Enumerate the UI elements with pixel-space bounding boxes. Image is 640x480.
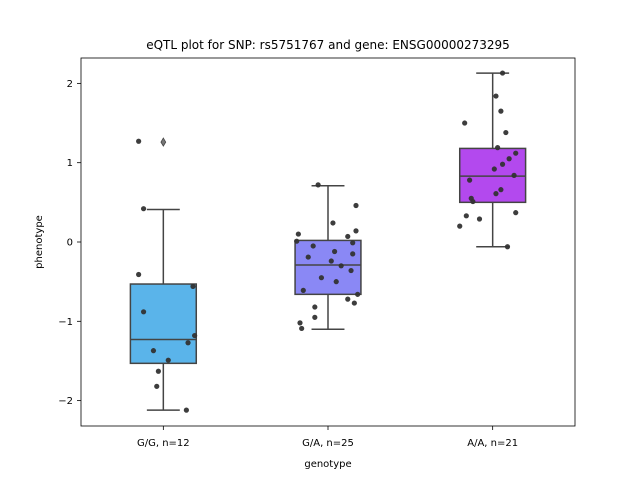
- data-point: [499, 70, 506, 76]
- data-point: [305, 254, 311, 260]
- y-tick-label: 1: [67, 158, 73, 169]
- data-point: [470, 198, 476, 205]
- data-point: [299, 325, 305, 332]
- y-tick-label: −1: [58, 317, 73, 328]
- data-point: [312, 304, 318, 310]
- data-point: [333, 279, 339, 285]
- data-point: [330, 220, 336, 226]
- data-point: [192, 332, 198, 339]
- chart-title: eQTL plot for SNP: rs5751767 and gene: E…: [146, 38, 510, 52]
- y-axis: −2 −1 0 1 2: [58, 79, 81, 407]
- x-axis: G/G, n=12 G/A, n=25 A/A, n=21: [137, 426, 518, 449]
- box-group: [129, 137, 198, 413]
- data-point: [462, 120, 468, 126]
- data-point: [506, 156, 512, 162]
- data-point: [503, 129, 509, 136]
- plot-area: [129, 70, 527, 413]
- data-point: [183, 407, 189, 413]
- box: [294, 239, 362, 296]
- data-point: [355, 291, 361, 297]
- data-point: [457, 223, 463, 229]
- data-point: [300, 287, 306, 293]
- data-point: [513, 210, 519, 216]
- data-point: [154, 383, 160, 389]
- data-point: [353, 228, 359, 234]
- y-tick-label: 0: [67, 238, 73, 249]
- data-point: [331, 248, 338, 255]
- data-point: [345, 233, 351, 240]
- data-point: [493, 93, 499, 99]
- data-point: [294, 238, 300, 244]
- data-point: [463, 213, 469, 219]
- x-axis-label: genotype: [304, 459, 351, 470]
- data-point: [140, 309, 147, 315]
- data-point: [315, 182, 321, 188]
- data-point: [136, 271, 142, 278]
- data-point: [165, 357, 171, 363]
- data-point: [476, 216, 483, 222]
- y-tick-label: −2: [58, 396, 73, 407]
- data-point: [295, 231, 301, 237]
- y-axis-label: phenotype: [34, 215, 45, 269]
- x-tick-label: A/A, n=21: [467, 438, 518, 449]
- data-point: [318, 275, 325, 281]
- data-point: [493, 191, 499, 197]
- data-point: [511, 172, 517, 178]
- data-point: [155, 368, 161, 374]
- data-point: [312, 314, 318, 320]
- data-point: [348, 267, 354, 274]
- box-group: [294, 182, 362, 332]
- data-point: [491, 166, 497, 172]
- data-point: [467, 177, 473, 183]
- data-point: [310, 243, 316, 249]
- outlier-marker: [160, 137, 167, 147]
- data-point: [498, 108, 504, 114]
- data-point: [297, 320, 303, 326]
- y-tick-label: 2: [67, 79, 73, 90]
- data-point: [495, 145, 501, 151]
- x-tick-label: G/A, n=25: [302, 438, 354, 449]
- data-point: [190, 283, 196, 290]
- data-point: [504, 244, 511, 250]
- data-point: [353, 202, 359, 209]
- data-point: [328, 258, 334, 264]
- x-tick-label: G/G, n=12: [137, 438, 190, 449]
- data-point: [498, 187, 504, 193]
- data-point: [185, 340, 191, 346]
- data-point: [345, 296, 351, 302]
- data-point: [150, 348, 157, 354]
- data-point: [350, 240, 356, 246]
- box-group: [457, 70, 527, 250]
- data-point: [338, 263, 344, 269]
- data-point: [513, 150, 519, 156]
- data-point: [499, 161, 506, 167]
- data-point: [136, 138, 142, 144]
- data-point: [140, 206, 147, 212]
- data-point: [351, 300, 357, 306]
- data-point: [350, 251, 356, 257]
- box: [129, 283, 198, 365]
